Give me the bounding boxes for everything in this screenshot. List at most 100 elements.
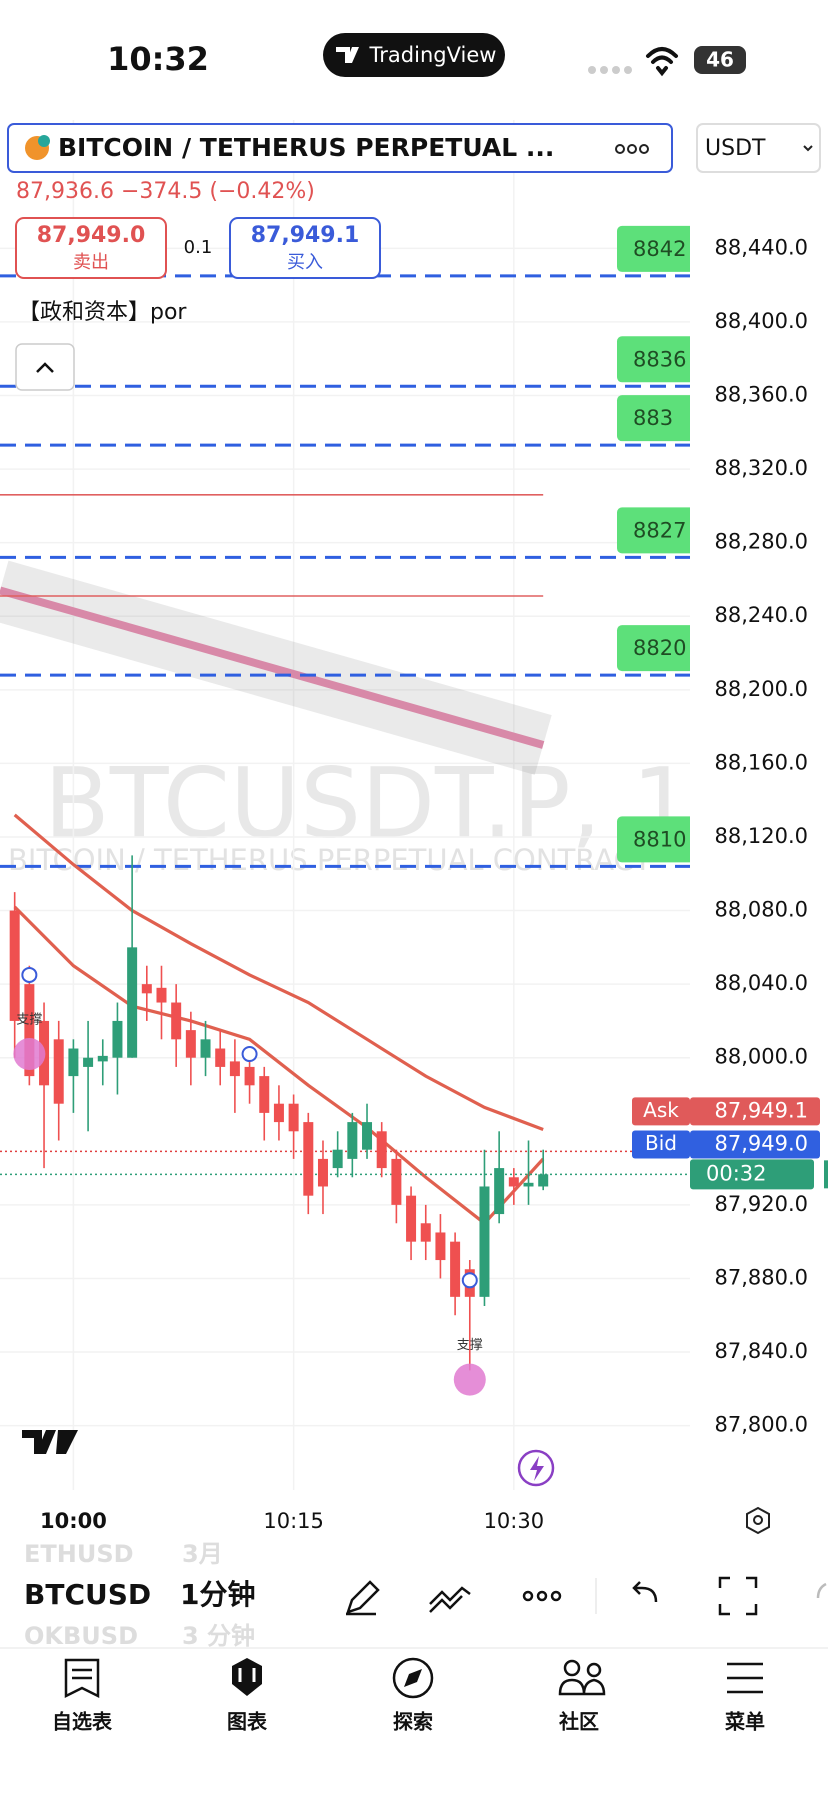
currency-chevron — [803, 145, 813, 152]
lightning-button[interactable] — [517, 1449, 555, 1487]
fullscreen[interactable] — [718, 1576, 758, 1616]
order-level-tag[interactable] — [617, 625, 697, 672]
signal-circle — [21, 966, 38, 983]
draw-tool[interactable] — [346, 1580, 380, 1616]
order-level-tag[interactable] — [617, 225, 697, 272]
candle-body — [538, 1174, 549, 1187]
y-tick-label: 88,440.0 — [714, 235, 808, 259]
pattern-tool[interactable] — [429, 1586, 471, 1613]
signal-circle — [241, 1046, 258, 1063]
symbol-title: BITCOIN / TETHERUS PERPETUAL ... — [58, 133, 554, 162]
countdown-bg — [690, 1159, 814, 1190]
coin-icon-badge — [38, 135, 50, 147]
bid-tag-bg — [690, 1130, 820, 1159]
candle-body — [156, 987, 167, 1003]
settings-icon[interactable] — [746, 1506, 770, 1535]
currency-box[interactable] — [696, 123, 821, 173]
y-tick-label: 88,400.0 — [714, 309, 808, 333]
candle-body — [376, 1131, 387, 1169]
chart-plot[interactable]: BTCUSDT.P, 1 BITCOIN / TETHERUS PERPETUA… — [0, 0, 697, 1490]
support-label: 支撑 — [457, 1338, 483, 1353]
order-level-tag[interactable] — [617, 507, 697, 554]
countdown: 00:32 — [706, 1161, 767, 1185]
candle-body — [229, 1061, 240, 1077]
tab-icon-explore-needle — [404, 1669, 422, 1687]
symbol-switcher[interactable]: ETHUSD BTCUSD OKBUSD — [24, 1540, 151, 1650]
bid-tag-name: Bid — [645, 1131, 677, 1155]
lightning-icon — [530, 1456, 544, 1481]
app-name: TradingView — [369, 43, 497, 67]
quote-price: 87,936.6 — [16, 179, 114, 204]
order-level-label: 8827 — [633, 518, 686, 542]
order-level-tag[interactable] — [617, 395, 697, 442]
candle-body — [479, 1186, 490, 1297]
indicator-label: 【政和资本】por — [18, 300, 187, 325]
candle-body — [97, 1055, 108, 1062]
currency: USDT — [705, 136, 766, 161]
order-level-label: 883 — [633, 406, 673, 430]
tab-icon-community-head — [563, 1659, 581, 1677]
y-tick-label: 87,920.0 — [714, 1192, 808, 1216]
collapse-button[interactable] — [15, 343, 75, 391]
order-level-tag[interactable] — [617, 336, 697, 383]
ask-tag-value: 87,949.1 — [714, 1098, 808, 1122]
order-level-tag[interactable] — [617, 816, 697, 863]
x-tick-label: 10:15 — [263, 1509, 324, 1533]
watermark-subtitle: BITCOIN / TETHERUS PERPETUAL CONTRACT — [8, 843, 652, 877]
tab-label[interactable]: 探索 — [393, 1710, 433, 1734]
price-axis-bg — [690, 140, 828, 1490]
tab-icon-menu — [727, 1662, 763, 1694]
candle-body — [53, 1039, 64, 1104]
y-tick-label: 88,200.0 — [714, 677, 808, 701]
next-symbol: OKBUSD — [24, 1622, 138, 1650]
more-icon[interactable] — [615, 144, 649, 154]
candle-body — [9, 910, 20, 1021]
undo[interactable] — [632, 1581, 658, 1603]
support-marker — [13, 1038, 46, 1071]
sell-button[interactable] — [15, 217, 167, 279]
buy-button[interactable] — [229, 217, 381, 279]
order-level-label: 8820 — [633, 636, 686, 660]
moving-average — [13, 813, 544, 1131]
app-pill — [323, 33, 505, 77]
candle-body — [406, 1195, 417, 1242]
current-symbol: BTCUSD — [24, 1578, 151, 1611]
current-interval[interactable]: 1分钟 — [180, 1578, 255, 1611]
clock: 10:32 — [107, 40, 209, 78]
more-tools[interactable] — [522, 1590, 562, 1602]
tab-icon-chart-bars — [238, 1668, 256, 1682]
order-level-label: 8810 — [633, 827, 686, 851]
tab-icon-explore — [392, 1657, 434, 1699]
last-price-edge — [824, 1160, 828, 1189]
next-interval: 3 分钟 — [182, 1622, 255, 1650]
watermark: BTCUSDT.P, 1 — [44, 747, 693, 859]
ask-tag-name-bg — [632, 1097, 690, 1126]
candle-body — [200, 1039, 211, 1058]
order-level-label: 8836 — [633, 347, 686, 371]
tab-label[interactable]: 菜单 — [724, 1710, 765, 1734]
symbol-box[interactable] — [7, 123, 673, 173]
candle-body — [332, 1149, 343, 1169]
tv-logo — [22, 1430, 78, 1454]
tab-icon-community — [558, 1678, 606, 1696]
tab-label[interactable]: 自选表 — [52, 1710, 113, 1734]
tab-bar[interactable]: 自选表 图表 探索 社区 菜单 — [52, 1710, 765, 1734]
battery-level: 46 — [706, 48, 734, 72]
bid-tag-name-bg — [632, 1130, 690, 1159]
y-tick-label: 88,080.0 — [714, 898, 808, 922]
battery — [694, 46, 746, 74]
tab-label[interactable]: 社区 — [558, 1710, 599, 1734]
app-pill-logo — [336, 47, 359, 63]
candle-body — [112, 1020, 123, 1058]
candle-body — [288, 1103, 299, 1132]
candle-body — [362, 1122, 373, 1150]
tab-label[interactable]: 图表 — [227, 1710, 268, 1734]
candle-body — [244, 1066, 255, 1086]
candle-body — [141, 984, 152, 994]
ask-tag-bg — [690, 1097, 820, 1126]
price-axis[interactable]: 88,440.0 88,400.0 88,360.0 88,320.0 88,280.0… — [632, 235, 828, 1437]
candle-body — [171, 1002, 182, 1040]
x-tick-label: 10:30 — [484, 1509, 545, 1533]
y-tick-label: 88,160.0 — [714, 750, 808, 774]
